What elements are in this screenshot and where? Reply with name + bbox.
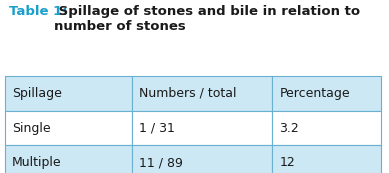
Text: Percentage: Percentage xyxy=(279,87,350,100)
Text: Multiple: Multiple xyxy=(12,156,61,169)
Bar xyxy=(5,111,132,145)
Bar xyxy=(132,111,272,145)
Bar xyxy=(272,76,381,111)
Text: 11 / 89: 11 / 89 xyxy=(139,156,183,169)
Text: Spillage: Spillage xyxy=(12,87,61,100)
Text: 1 / 31: 1 / 31 xyxy=(139,121,175,135)
Text: Table 1:: Table 1: xyxy=(9,5,67,18)
Text: Single: Single xyxy=(12,121,50,135)
Text: Numbers / total: Numbers / total xyxy=(139,87,237,100)
Text: 3.2: 3.2 xyxy=(279,121,299,135)
Text: 12: 12 xyxy=(279,156,295,169)
Bar xyxy=(132,145,272,173)
Bar xyxy=(272,111,381,145)
Bar xyxy=(132,76,272,111)
Bar xyxy=(5,76,132,111)
Bar xyxy=(5,145,132,173)
Bar xyxy=(272,145,381,173)
Text: Spillage of stones and bile in relation to
number of stones: Spillage of stones and bile in relation … xyxy=(54,5,361,33)
